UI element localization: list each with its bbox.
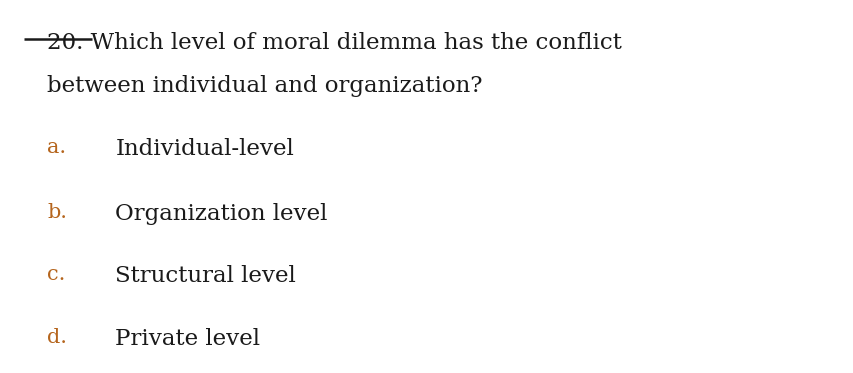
Text: Structural level: Structural level (115, 265, 296, 287)
Text: Private level: Private level (115, 328, 260, 350)
Text: c.: c. (47, 265, 66, 284)
Text: Individual-level: Individual-level (115, 138, 293, 160)
Text: Organization level: Organization level (115, 203, 328, 225)
Text: a.: a. (47, 138, 66, 157)
Text: 20. Which level of moral dilemma has the conflict: 20. Which level of moral dilemma has the… (47, 32, 621, 54)
Text: b.: b. (47, 203, 67, 222)
Text: d.: d. (47, 328, 67, 347)
Text: between individual and organization?: between individual and organization? (47, 75, 482, 97)
